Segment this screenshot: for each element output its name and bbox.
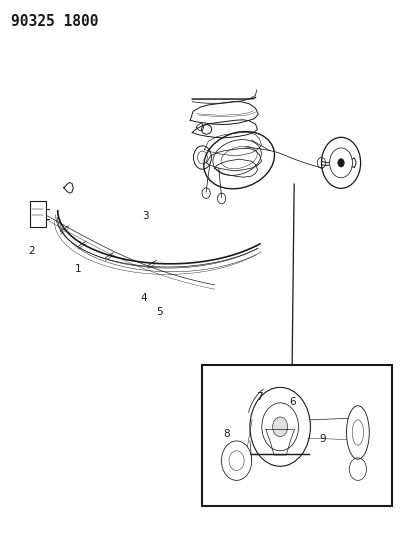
Text: 5: 5 <box>156 306 163 317</box>
Text: 8: 8 <box>224 429 230 439</box>
Bar <box>30 201 45 227</box>
Circle shape <box>338 159 344 167</box>
Text: 90325 1800: 90325 1800 <box>11 14 99 29</box>
Bar <box>202 365 392 506</box>
Text: 6: 6 <box>289 397 295 407</box>
Text: 9: 9 <box>319 434 326 445</box>
Circle shape <box>273 417 288 437</box>
Text: 3: 3 <box>142 211 149 221</box>
Text: 2: 2 <box>28 246 35 255</box>
Text: 4: 4 <box>140 293 147 303</box>
Text: 1: 1 <box>75 264 81 274</box>
Text: 7: 7 <box>256 392 263 402</box>
